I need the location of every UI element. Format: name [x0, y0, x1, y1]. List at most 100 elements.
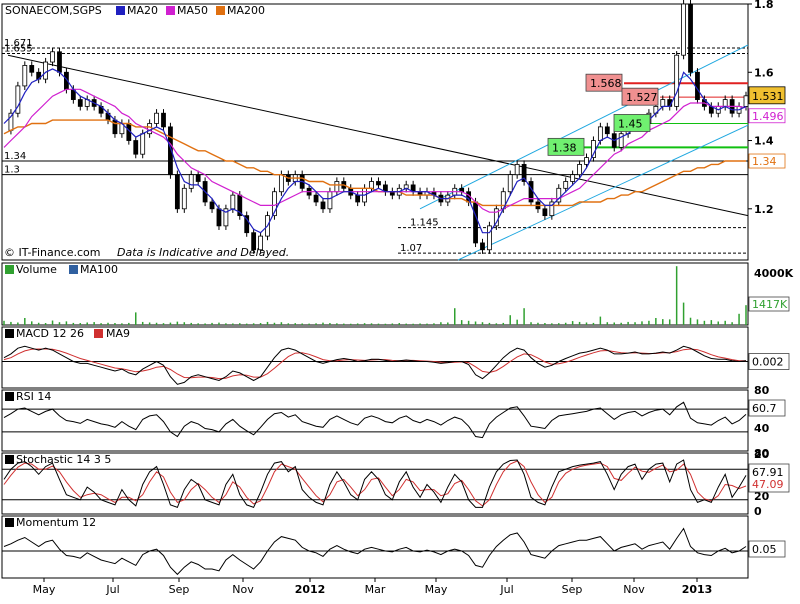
xtick-label-10: 2013 [682, 583, 713, 596]
candle-body-87 [604, 126, 610, 135]
level-label-1: 1.655 [4, 43, 33, 54]
candle-body-27 [188, 174, 194, 189]
candle-body-51 [355, 194, 361, 203]
candle-body-104 [722, 99, 728, 107]
xtick-label-5: Mar [365, 583, 386, 596]
candle-body-83 [577, 164, 582, 176]
candle-body-37 [258, 235, 263, 251]
stoch-ytick-1: 20 [754, 490, 770, 503]
candle-body-7 [50, 51, 55, 63]
right-label-box-1 [748, 108, 786, 124]
candle-body-4 [29, 65, 35, 73]
xtick-label-0: May [33, 583, 56, 596]
macd-legend-swatch-1 [94, 329, 103, 338]
momentum-panel-frame [1, 515, 749, 579]
candle-body-81 [563, 181, 569, 189]
channel-upper-line [419, 44, 749, 210]
xtick-label-2: Sep [169, 583, 190, 596]
candle-body-25 [174, 174, 180, 210]
volume-legend-swatch-1 [69, 265, 78, 274]
momentum-line [3, 527, 747, 576]
price-legend-label-1: MA50 [177, 4, 208, 17]
stoch-ytick-0: 80 [754, 447, 770, 460]
rsi-title: RSI 14 [16, 390, 51, 403]
candle-body-68 [473, 201, 478, 244]
candle-body-19 [133, 140, 139, 155]
stoch-ytick-2: 0 [754, 505, 762, 518]
macd-last-box [748, 353, 790, 370]
candle-body-79 [549, 201, 555, 217]
candle-body-46 [320, 201, 326, 210]
candle-body-33 [230, 194, 236, 210]
price-ytick-3: 1.2 [754, 203, 774, 216]
candle-body-24 [168, 126, 173, 176]
level-label-4: 1.145 [410, 218, 439, 229]
ma50-line [3, 88, 747, 213]
xtick-label-6: May [425, 583, 448, 596]
stoch-last-box [748, 463, 790, 493]
price-ytick-2: 1.4 [754, 135, 774, 148]
xtick-label-8: Sep [562, 583, 583, 596]
rsi-panel-frame [1, 389, 749, 452]
stoch-last-label-1: 47.09 [752, 478, 784, 491]
rsi-ytick-0: 80 [754, 384, 770, 397]
price-label-box-0 [585, 73, 623, 92]
xtick-label-3: Nov [232, 583, 254, 596]
level-label-5: 1.07 [400, 243, 422, 254]
candle-body-6 [43, 61, 49, 80]
candle-body-47 [327, 191, 333, 210]
price-label-box-1 [621, 87, 659, 106]
volume-last-box [748, 296, 790, 312]
candle-body-45 [313, 194, 319, 203]
level-label-0: 1.671 [4, 38, 33, 49]
candle-body-100 [695, 71, 700, 100]
candle-body-21 [147, 123, 153, 135]
macd-line [3, 345, 747, 385]
candle-body-35 [244, 215, 250, 234]
level-label-2: 1.34 [4, 151, 26, 162]
candle-body-26 [181, 187, 187, 210]
channel-lower-line [457, 124, 749, 261]
price-label-text-0: 1.568 [590, 77, 622, 90]
candle-body-28 [195, 174, 201, 182]
candle-body-20 [140, 133, 146, 155]
candle-body-97 [674, 54, 680, 107]
candle-body-86 [597, 126, 603, 141]
candle-body-69 [480, 242, 485, 251]
price-label-text-2: 1.45 [618, 117, 643, 130]
candle-body-75 [521, 164, 527, 182]
candle-body-98 [681, 3, 686, 56]
candle-body-73 [507, 174, 513, 193]
candle-body-48 [334, 181, 340, 193]
macd-legend-label-1: MA9 [106, 327, 130, 340]
watermark: © IT-Finance.com [4, 246, 101, 259]
volume-legend-label-0: Volume [16, 263, 57, 276]
price-ytick-0: 1.8 [754, 0, 774, 11]
rsi-legend-swatch [5, 392, 14, 401]
level-label-3: 1.3 [4, 165, 20, 176]
candle-body-30 [209, 201, 215, 210]
stoch-legend-swatch [5, 455, 14, 464]
macd-signal-line [3, 348, 746, 380]
xtick-label-7: Jul [499, 583, 513, 596]
candle-body-40 [278, 174, 284, 193]
candle-body-36 [251, 232, 257, 251]
price-legend-label-0: MA20 [127, 4, 158, 17]
right-label-text-2: 1.34 [752, 155, 777, 168]
candle-body-107 [743, 95, 749, 107]
right-label-text-0: 1.531 [752, 90, 784, 103]
candle-body-8 [57, 51, 62, 73]
macd-legend-swatch-0 [5, 329, 14, 338]
rsi-ytick-2: 20 [754, 448, 770, 461]
price-title: SONAECOM,SGPS [5, 4, 102, 17]
candle-body-23 [161, 112, 166, 128]
rsi-line [3, 401, 747, 439]
stoch-k-line [3, 459, 747, 509]
price-legend-label-2: MA200 [227, 4, 265, 17]
price-legend-swatch-0 [116, 6, 125, 15]
stochastic-panel-frame [1, 452, 749, 515]
candle-body-70 [487, 225, 492, 251]
candle-body-32 [223, 208, 229, 227]
volume-legend-label-1: MA100 [80, 263, 118, 276]
